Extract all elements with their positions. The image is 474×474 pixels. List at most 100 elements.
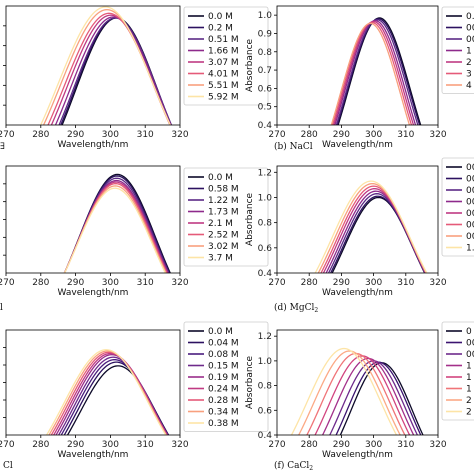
legend-label: 0 (466, 327, 472, 337)
legend-label: 1. (466, 244, 474, 254)
x-tick-label: 300 (365, 130, 382, 140)
legend-label: 0.24 M (208, 385, 239, 395)
x-axis-label: Wavelength/nm (322, 288, 393, 298)
y-tick-label: 1.0 (258, 357, 273, 367)
plot-frame (276, 5, 439, 126)
legend-label: 3 (466, 70, 472, 80)
legend: 0.0 M 0.04 M0.08 M 0.15 M0.19 M 0.24 M0.28 … (183, 321, 269, 432)
legend-label: 5.92 M (208, 93, 239, 103)
legend-label: 2.1 M (208, 219, 233, 229)
y-axis-label: Absorbance (245, 192, 255, 246)
y-tick-label: 0.6 (258, 406, 273, 416)
legend-label: 4 (466, 81, 472, 91)
x-tick-label: 290 (333, 278, 350, 288)
x-tick-label: 320 (171, 130, 188, 140)
x-tick-label: 270 (268, 278, 285, 288)
x-tick-label: 320 (171, 278, 188, 288)
x-tick-label: 270 (0, 440, 15, 450)
x-tick-label: 270 (0, 278, 15, 288)
legend-label: 1.73 M (208, 208, 239, 218)
plot-frame (5, 165, 181, 274)
series-line-6 (320, 185, 427, 273)
x-tick-label: 320 (429, 278, 446, 288)
legend-label: 00 (466, 186, 474, 196)
legend-label: 00 (466, 209, 474, 219)
x-tick-label: 310 (137, 278, 154, 288)
series-line-8 (63, 187, 166, 273)
legend-label: 00 (466, 198, 474, 208)
x-tick-label: 290 (333, 130, 350, 140)
x-tick-label: 290 (67, 278, 84, 288)
series-line-8 (290, 347, 398, 435)
series-line-1 (337, 17, 422, 125)
x-axis-label: Wavelength/nm (322, 140, 393, 150)
legend-label: 0.0 M (208, 327, 233, 337)
legend-label: 0.0 M (208, 12, 233, 22)
series-line-5 (333, 20, 415, 125)
panel-caption: Cl (3, 461, 13, 471)
series-line-7 (63, 185, 167, 273)
y-tick-label: 0.4 (258, 431, 273, 441)
legend-label: 5.51 M (208, 81, 239, 91)
legend-label: 00 (466, 350, 474, 360)
series-line-3 (327, 193, 426, 273)
x-tick-label: 270 (268, 440, 285, 450)
series-line-3 (58, 17, 173, 125)
panel-caption: (b) NaCl (274, 141, 313, 152)
y-axis-label: Absorbance (245, 38, 255, 92)
legend-label: 0.15 M (208, 362, 239, 372)
x-tick-label: 320 (429, 130, 446, 140)
legend-label: 00 (466, 175, 474, 185)
x-tick-label: 280 (301, 130, 318, 140)
legend-label: 00 (466, 339, 474, 349)
x-tick-label: 310 (137, 440, 154, 450)
x-tick-label: 290 (67, 440, 84, 450)
legend-box (183, 321, 269, 432)
legend: 0.0 M 0.2 M0.51 M 1.66 M3.07 M 4.01 M5.51 M… (183, 6, 269, 106)
series-line-2 (336, 18, 421, 125)
series-line-6 (47, 12, 171, 125)
y-tick-label: 1.2 (258, 332, 272, 342)
legend-label: 0.28 M (208, 396, 239, 406)
series-lines (290, 347, 424, 435)
legend-label: 1.66 M (208, 47, 239, 57)
legend-label: 0.19 M (208, 373, 239, 383)
series-line-2 (60, 17, 172, 125)
x-tick-label: 280 (301, 440, 318, 450)
x-tick-label: 300 (102, 440, 119, 450)
series-line-4 (321, 357, 415, 435)
panel-caption: (f) CaCl2 (274, 460, 313, 472)
legend-label: 3.07 M (208, 58, 239, 68)
x-tick-label: 290 (67, 130, 84, 140)
x-tick-label: 280 (301, 278, 318, 288)
series-line-2 (335, 361, 422, 435)
series-line-2 (63, 175, 171, 273)
x-tick-label: 320 (171, 440, 188, 450)
series-line-1 (63, 173, 171, 273)
series-line-8 (40, 6, 172, 125)
chart-panel-6: 270 280 290 300 310 320 Wavelength/nm 0.4 0.6 0.8… (245, 321, 474, 472)
x-tick-label: 310 (397, 440, 414, 450)
legend-label: 1.22 M (208, 196, 239, 206)
legend-box (441, 321, 474, 421)
panel-caption-c: l (0, 303, 3, 313)
legend-label: 2 (466, 58, 472, 68)
x-tick-label: 270 (268, 130, 285, 140)
x-tick-label: 290 (333, 440, 350, 450)
series-lines (45, 349, 170, 435)
legend: 000000000000001. (441, 157, 474, 257)
x-axis-label: Wavelength/nm (58, 140, 129, 150)
x-tick-label: 270 (0, 130, 15, 140)
panel-caption: (d) MgCl2 (274, 302, 318, 314)
panel-caption-a: ∃ (0, 142, 5, 152)
y-tick-label: 0.8 (258, 48, 273, 58)
y-tick-label: 1.0 (258, 11, 273, 21)
legend-label: 4.01 M (208, 70, 239, 80)
series-line-3 (63, 177, 170, 273)
legend-box (183, 167, 269, 267)
series-line-4 (54, 16, 172, 125)
series-line-3 (329, 360, 419, 435)
x-tick-label: 310 (397, 278, 414, 288)
y-axis-label: Absorbance (245, 355, 255, 409)
